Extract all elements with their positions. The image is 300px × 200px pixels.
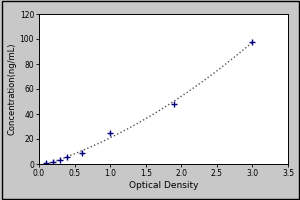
X-axis label: Optical Density: Optical Density [129,181,198,190]
Y-axis label: Concentration(ng/mL): Concentration(ng/mL) [8,43,17,135]
